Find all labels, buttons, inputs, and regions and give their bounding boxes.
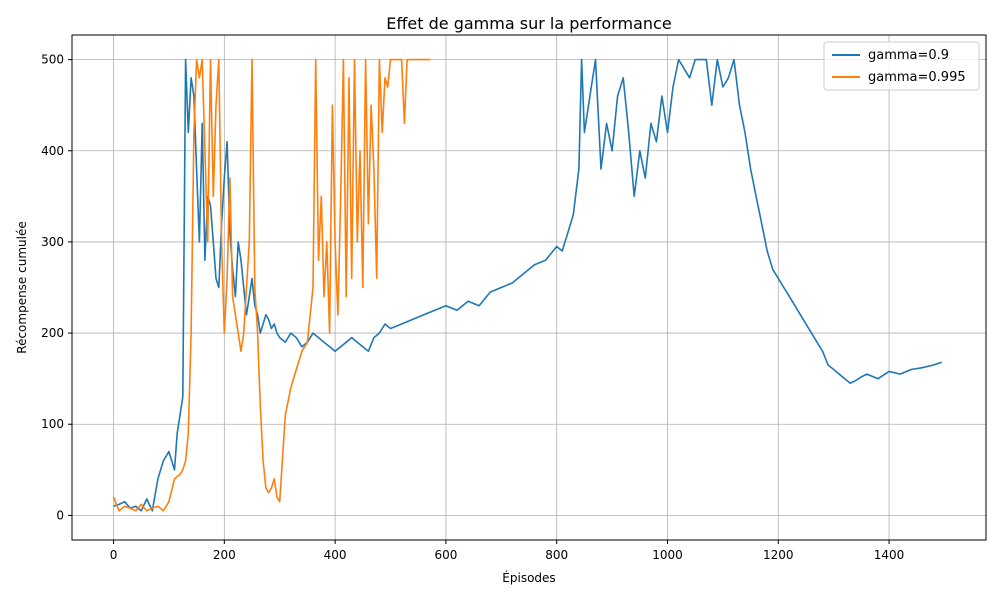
- plot-frame: [71, 34, 987, 541]
- y-tick-label: 400: [41, 144, 64, 158]
- plot-lines: [112, 58, 942, 512]
- legend: gamma=0.9 gamma=0.995: [823, 41, 980, 91]
- x-tick-label: 0: [110, 548, 118, 562]
- legend-label-series-2: gamma=0.995: [868, 70, 966, 85]
- y-tick-label: 0: [56, 508, 64, 522]
- x-axis-label: Épisodes: [502, 570, 555, 585]
- series-line-1: [113, 58, 942, 512]
- x-tick-label: 1400: [874, 548, 905, 562]
- y-axis-ticks: 0 100 200 300 400 500: [41, 53, 72, 522]
- x-tick-label: 1000: [652, 548, 683, 562]
- x-tick-label: 800: [545, 548, 568, 562]
- legend-label-series-1: gamma=0.9: [868, 48, 949, 63]
- chart-title: Effet de gamma sur la performance: [386, 14, 671, 33]
- grid: [72, 35, 986, 540]
- y-axis-label: Récompense cumulée: [15, 221, 29, 353]
- x-axis-ticks: 0 200 400 600 800 1000 1200 1400: [110, 540, 905, 562]
- x-tick-label: 200: [213, 548, 236, 562]
- y-tick-label: 300: [41, 235, 64, 249]
- y-tick-label: 100: [41, 417, 64, 431]
- legend-box: [823, 41, 980, 91]
- series-line-2: [112, 58, 431, 512]
- y-tick-label: 500: [41, 53, 64, 67]
- x-tick-label: 600: [434, 548, 457, 562]
- y-tick-label: 200: [41, 326, 64, 340]
- x-tick-label: 1200: [763, 548, 794, 562]
- x-tick-label: 400: [324, 548, 347, 562]
